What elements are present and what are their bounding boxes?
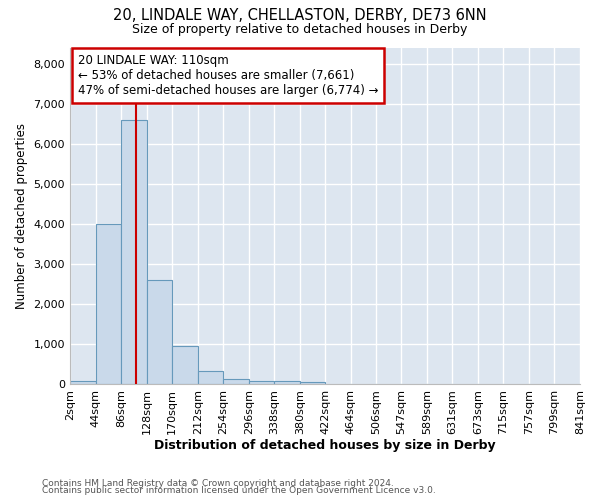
Bar bbox=[223, 379, 249, 384]
Bar bbox=[172, 346, 197, 384]
Y-axis label: Number of detached properties: Number of detached properties bbox=[15, 122, 28, 308]
Bar bbox=[197, 370, 223, 384]
Text: Contains public sector information licensed under the Open Government Licence v3: Contains public sector information licen… bbox=[42, 486, 436, 495]
Bar bbox=[300, 382, 325, 384]
Bar bbox=[70, 381, 95, 384]
Bar bbox=[121, 120, 146, 384]
Text: 20, LINDALE WAY, CHELLASTON, DERBY, DE73 6NN: 20, LINDALE WAY, CHELLASTON, DERBY, DE73… bbox=[113, 8, 487, 22]
Text: Size of property relative to detached houses in Derby: Size of property relative to detached ho… bbox=[133, 22, 467, 36]
Bar bbox=[146, 280, 172, 384]
Text: Contains HM Land Registry data © Crown copyright and database right 2024.: Contains HM Land Registry data © Crown c… bbox=[42, 478, 394, 488]
Bar bbox=[274, 381, 300, 384]
Bar bbox=[95, 224, 121, 384]
Bar bbox=[249, 381, 274, 384]
Text: 20 LINDALE WAY: 110sqm
← 53% of detached houses are smaller (7,661)
47% of semi-: 20 LINDALE WAY: 110sqm ← 53% of detached… bbox=[77, 54, 378, 97]
X-axis label: Distribution of detached houses by size in Derby: Distribution of detached houses by size … bbox=[154, 440, 496, 452]
